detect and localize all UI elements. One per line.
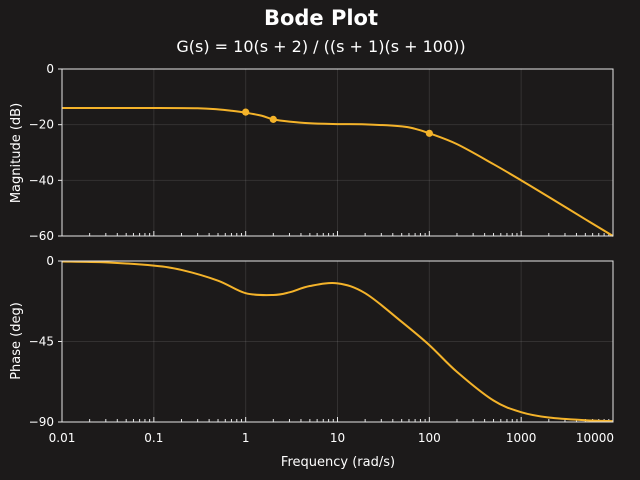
phase-curve [61, 260, 614, 423]
magnitude-ylabel: Magnitude (dB) [9, 103, 24, 203]
phase-panel: 0 −45 −90 [29, 254, 614, 429]
x-tick-label: 10000 [576, 431, 614, 445]
y-tick-label: −60 [29, 229, 54, 243]
chart-title: Bode Plot [264, 6, 378, 30]
magnitude-curve [61, 106, 614, 237]
plot-frame [61, 260, 614, 423]
y-tick-label: 0 [46, 62, 54, 76]
x-axis-label: Frequency (rad/s) [281, 455, 395, 470]
x-tick-label: 1000 [506, 431, 537, 445]
corner-frequency-marker [242, 108, 250, 116]
corner-frequency-marker [425, 129, 433, 137]
phase-ylabel: Phase (deg) [9, 302, 24, 380]
x-tick-label: 1 [242, 431, 250, 445]
x-tick-label: 100 [418, 431, 441, 445]
y-tick-label: −20 [29, 118, 54, 132]
chart-subtitle: G(s) = 10(s + 2) / ((s + 1)(s + 100)) [176, 37, 465, 56]
x-tick-label: 0.01 [49, 431, 76, 445]
x-tick-label: 10 [330, 431, 345, 445]
y-tick-label: −45 [29, 335, 54, 349]
magnitude-panel: 0 −20 −40 −60 [29, 62, 614, 243]
y-tick-label: 0 [46, 254, 54, 268]
corner-frequency-marker [269, 115, 277, 123]
plot-frame [61, 68, 614, 237]
x-tick-labels: 0.01 0.1 1 10 100 1000 10000 [49, 431, 614, 445]
y-tick-label: −90 [29, 415, 54, 429]
x-tick-label: 0.1 [144, 431, 163, 445]
y-tick-label: −40 [29, 173, 54, 187]
